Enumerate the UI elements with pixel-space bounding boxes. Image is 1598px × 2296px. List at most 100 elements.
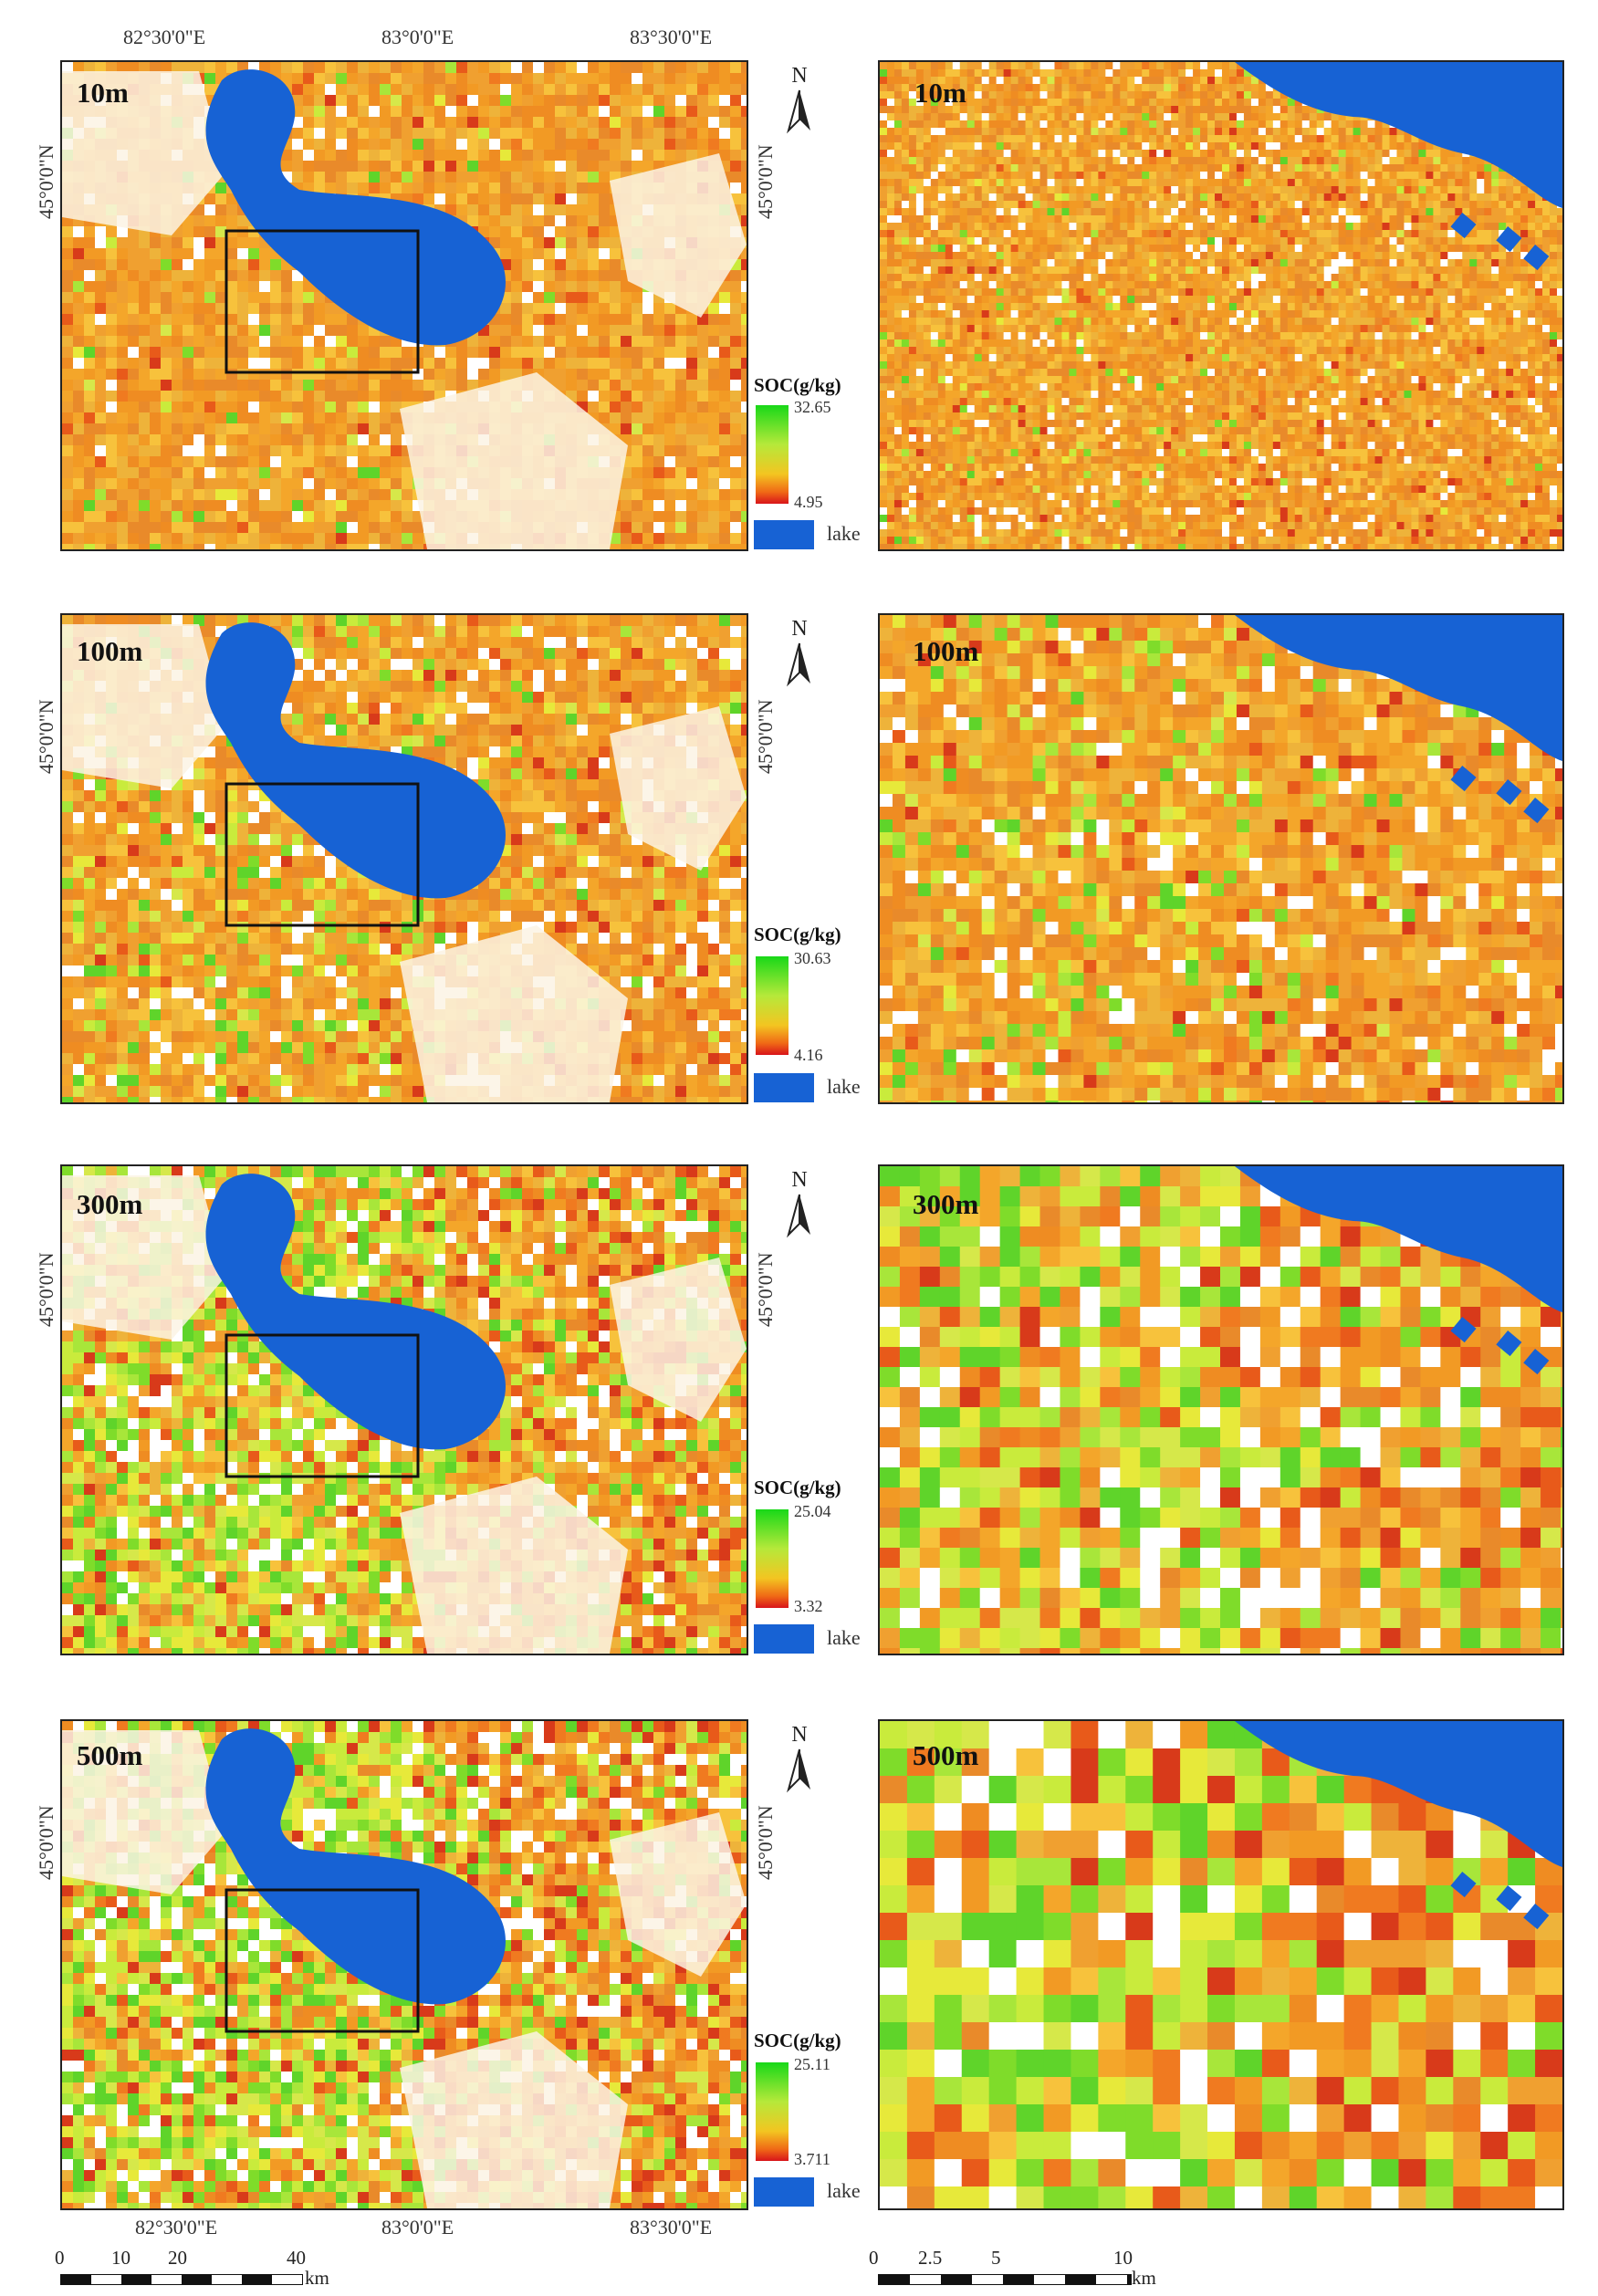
raster-cell bbox=[237, 402, 249, 413]
raster-cell bbox=[945, 106, 954, 114]
raster-cell bbox=[106, 522, 118, 534]
raster-cell bbox=[1374, 120, 1384, 129]
raster-cell bbox=[270, 478, 282, 490]
raster-cell bbox=[1120, 186, 1128, 194]
raster-cell bbox=[445, 161, 457, 172]
raster-cell bbox=[215, 259, 227, 271]
raster-cell bbox=[423, 84, 435, 96]
raster-cell bbox=[500, 248, 512, 260]
raster-cell bbox=[204, 445, 216, 457]
raster-cell bbox=[880, 208, 888, 216]
raster-cell bbox=[555, 292, 567, 304]
raster-cell bbox=[1171, 150, 1179, 158]
raster-cell bbox=[150, 533, 162, 545]
raster-cell bbox=[566, 183, 578, 194]
raster-cell bbox=[117, 259, 129, 271]
raster-cell bbox=[653, 467, 665, 479]
raster-cell bbox=[226, 544, 238, 549]
raster-cell bbox=[1469, 201, 1478, 209]
raster-cell bbox=[183, 248, 194, 260]
raster-cell bbox=[880, 69, 888, 78]
raster-cell bbox=[270, 347, 282, 359]
raster-cell bbox=[719, 292, 731, 304]
raster-cell bbox=[893, 164, 903, 172]
raster-cell bbox=[106, 467, 118, 479]
raster-cell bbox=[1032, 84, 1041, 92]
raster-cell bbox=[1294, 157, 1303, 165]
raster-cell bbox=[621, 500, 632, 512]
raster-cell bbox=[664, 391, 676, 402]
raster-cell bbox=[73, 281, 85, 293]
raster-cell bbox=[741, 314, 747, 326]
raster-cell bbox=[566, 303, 578, 315]
raster-cell bbox=[1171, 193, 1179, 202]
raster-cell bbox=[664, 325, 676, 337]
raster-cell bbox=[95, 62, 107, 74]
raster-cell bbox=[1382, 193, 1391, 202]
raster-cell bbox=[1499, 186, 1507, 194]
raster-cell bbox=[577, 172, 589, 183]
raster-cell bbox=[183, 281, 194, 293]
raster-cell bbox=[1091, 84, 1099, 92]
raster-cell bbox=[621, 489, 632, 501]
raster-cell bbox=[467, 73, 479, 85]
raster-cell bbox=[632, 292, 643, 304]
raster-cell bbox=[358, 84, 370, 96]
raster-cell bbox=[664, 62, 676, 74]
raster-cell bbox=[204, 391, 216, 402]
raster-cell bbox=[697, 402, 709, 413]
raster-cell bbox=[183, 467, 194, 479]
raster-cell bbox=[988, 84, 997, 92]
raster-cell bbox=[1193, 69, 1201, 78]
raster-cell bbox=[204, 237, 216, 249]
raster-cell bbox=[599, 183, 611, 194]
raster-cell bbox=[533, 358, 545, 370]
raster-cell bbox=[719, 314, 731, 326]
raster-cell bbox=[675, 95, 687, 107]
raster-cell bbox=[1499, 201, 1507, 209]
raster-cell bbox=[1025, 208, 1034, 216]
raster-cell bbox=[996, 193, 1005, 202]
raster-cell bbox=[908, 62, 917, 70]
raster-cell bbox=[150, 445, 162, 457]
raster-cell bbox=[303, 117, 315, 129]
raster-cell bbox=[588, 73, 600, 85]
raster-cell bbox=[489, 215, 501, 227]
raster-cell bbox=[226, 237, 238, 249]
raster-cell bbox=[1032, 179, 1041, 187]
raster-cell bbox=[1164, 128, 1172, 136]
raster-cell bbox=[128, 533, 140, 545]
raster-cell bbox=[945, 186, 954, 194]
raster-cell bbox=[1418, 223, 1426, 231]
raster-cell bbox=[150, 522, 162, 534]
raster-cell bbox=[347, 423, 359, 435]
raster-cell bbox=[959, 62, 968, 70]
raster-cell bbox=[1301, 215, 1311, 224]
raster-cell bbox=[1301, 164, 1311, 172]
raster-cell bbox=[1200, 215, 1208, 224]
raster-cell bbox=[358, 434, 370, 446]
raster-cell bbox=[84, 358, 96, 370]
raster-cell bbox=[391, 544, 402, 549]
raster-cell bbox=[325, 347, 337, 359]
raster-cell bbox=[1338, 201, 1347, 209]
raster-cell bbox=[292, 303, 304, 315]
raster-cell bbox=[1098, 99, 1106, 107]
raster-cell bbox=[959, 135, 968, 143]
raster-cell bbox=[106, 358, 118, 370]
raster-cell bbox=[1127, 99, 1135, 107]
raster-cell bbox=[1367, 120, 1376, 129]
raster-cell bbox=[1360, 164, 1369, 172]
raster-cell bbox=[880, 179, 888, 187]
raster-cell bbox=[1316, 186, 1325, 194]
raster-cell bbox=[610, 380, 621, 391]
raster-cell bbox=[292, 445, 304, 457]
raster-cell bbox=[413, 95, 424, 107]
raster-cell bbox=[1142, 193, 1150, 202]
raster-cell bbox=[445, 172, 457, 183]
raster-cell bbox=[642, 423, 654, 435]
raster-cell bbox=[1221, 69, 1230, 78]
raster-cell bbox=[193, 215, 205, 227]
raster-cell bbox=[1149, 223, 1157, 231]
raster-cell bbox=[566, 106, 578, 118]
